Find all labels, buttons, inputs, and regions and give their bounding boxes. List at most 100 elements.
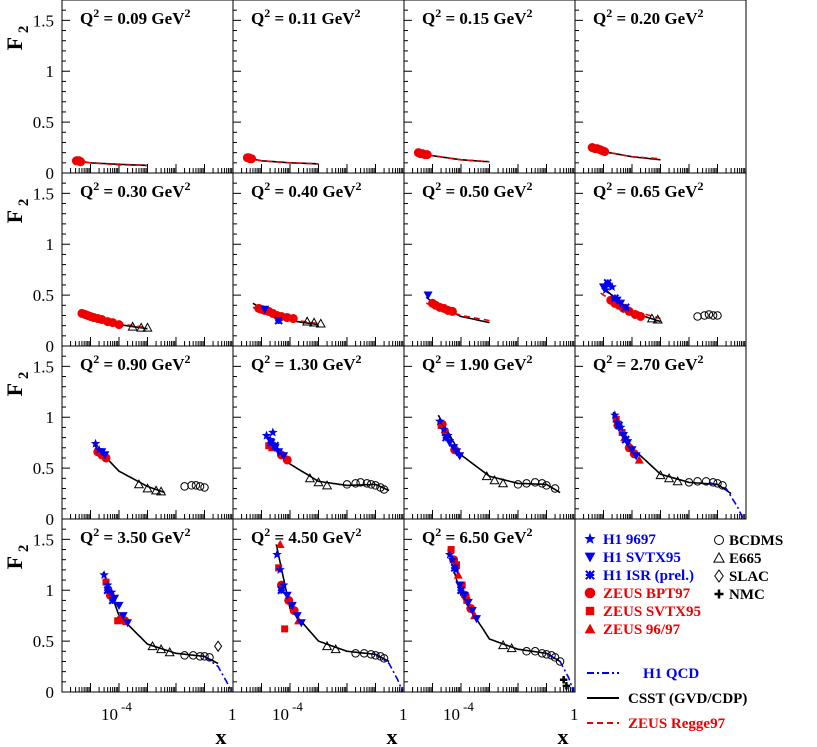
legend-label-h1_9697: H1 9697 [603,532,656,548]
panel-title: Q2 = 1.30 GeV2 [251,352,361,374]
title-part: = 0.65 GeV [612,182,698,201]
panel-13: Q2 = 4.50 GeV2 [232,518,405,693]
y-label-sub: 2 [16,26,32,37]
h1_svtx95-point [449,444,459,453]
h1_svtx95-point [455,452,465,461]
bcdms-point [187,481,196,490]
title-part: Q [80,182,93,201]
title-part: Q [251,355,264,374]
title-part: 2 [435,352,441,366]
bcdms-point [371,481,380,490]
title-part: = 0.11 GeV [270,9,355,28]
bcdms-point [550,653,560,662]
panel-title: Q2 = 4.50 GeV2 [251,525,361,547]
e665-point [302,316,313,326]
zeus_bpt97-point [600,147,610,157]
zeus_9697-point [453,570,463,579]
legend-marker-slac [714,569,724,583]
legend: H1 9697 H1 SVTX95 H1 ISR (prel.) ZEUS BPT97… [584,532,783,732]
panel-0: Q2 = 0.09 GeV2 [61,0,234,174]
x-tick-base: 10 [101,705,118,724]
h1_svtx95-point [100,451,110,460]
panel-data [599,278,722,324]
bcdms-point [371,651,380,660]
x-tick-exp: -4 [463,699,474,714]
zeus_bpt97-point [636,311,646,321]
y-tick-label: 0.5 [33,286,54,305]
bcdms-point [513,480,523,489]
panel-data [435,414,561,494]
bcdms-point [180,482,189,491]
title-part: 2 [93,352,99,366]
bcdms-point [713,479,722,488]
h1_svtx95-point [274,448,284,457]
panel-9: Q2 = 1.30 GeV2 [232,345,405,520]
bcdms-point [522,479,531,488]
panel-title: Q2 = 0.30 GeV2 [80,179,190,201]
e665-point [646,313,658,323]
legend-marker-zeus_bpt97 [584,587,596,599]
panel-title: Q2 = 0.20 GeV2 [593,6,703,28]
e665-point [164,647,175,657]
panel-title: Q2 = 0.09 GeV2 [80,6,190,28]
legend-marker-zeus_9697 [584,623,596,634]
y-label-main: F [2,556,27,569]
title-part: = 1.90 GeV [441,355,527,374]
e665-point [497,478,509,488]
title-part: 2 [355,525,361,539]
x-tick-label: 10 -4 [101,699,132,724]
bcdms-point [542,650,551,659]
y-tick-label: 0 [46,337,55,356]
h1_9697-point [102,580,113,590]
x-tick-base: 10 [443,705,460,724]
h1_9697-point [607,282,617,291]
title-part: = 0.30 GeV [99,182,185,201]
x-axis-label: x [558,724,569,747]
h1_isr-point [614,421,624,430]
zeus_bpt97-point [247,154,257,164]
legend-label-h1_isr: H1 ISR (prel.) [603,568,694,584]
title-part: 2 [435,525,441,539]
panel-title: Q2 = 0.65 GeV2 [593,179,703,201]
zeus_bpt97-point [447,306,457,316]
bcdms-point [195,652,205,661]
bcdms-point [379,654,389,663]
y-label-sub: 2 [16,545,32,556]
panel-11: Q2 = 2.70 GeV2 [574,345,747,520]
title-part: 2 [184,352,190,366]
title-part: 2 [526,525,532,539]
bcdms-point [195,482,205,491]
panel-2: Q2 = 0.15 GeV2 [403,0,576,174]
zeus_svtx95-point [281,625,289,633]
bcdms-point [200,652,209,661]
y-label-main: F [2,383,27,396]
e665-point [304,473,316,483]
title-part: = 0.40 GeV [270,182,356,201]
y-tick-label: 0 [46,164,55,183]
bcdms-point [708,311,718,320]
bcdms-point [530,478,540,487]
title-part: 2 [697,6,703,20]
bcdms-point [180,651,189,660]
legend-label-zeus_9697: ZEUS 96/97 [603,622,681,638]
bcdms-point [542,481,551,490]
panel-1: Q2 = 0.11 GeV2 [232,0,405,174]
h1_9697-point [268,427,278,437]
title-part: 2 [355,352,361,366]
h1_isr-point [274,316,283,325]
h1_isr-point [621,435,630,444]
e665-point [489,475,500,485]
legend-label-h1_svtx95: H1 SVTX95 [603,550,681,566]
h1-qcd-curve [708,481,744,519]
zeus_svtx95-point [114,617,122,625]
bcdms-point [351,649,360,658]
slac-point [213,640,223,653]
h1_9697-point [435,416,445,426]
y-tick-label: 0.5 [33,632,54,651]
panel-data [71,156,148,167]
panel-title: Q2 = 0.90 GeV2 [80,352,190,374]
h1_isr-point [441,433,451,442]
title-part: 2 [526,179,532,193]
panel-data [90,438,209,496]
